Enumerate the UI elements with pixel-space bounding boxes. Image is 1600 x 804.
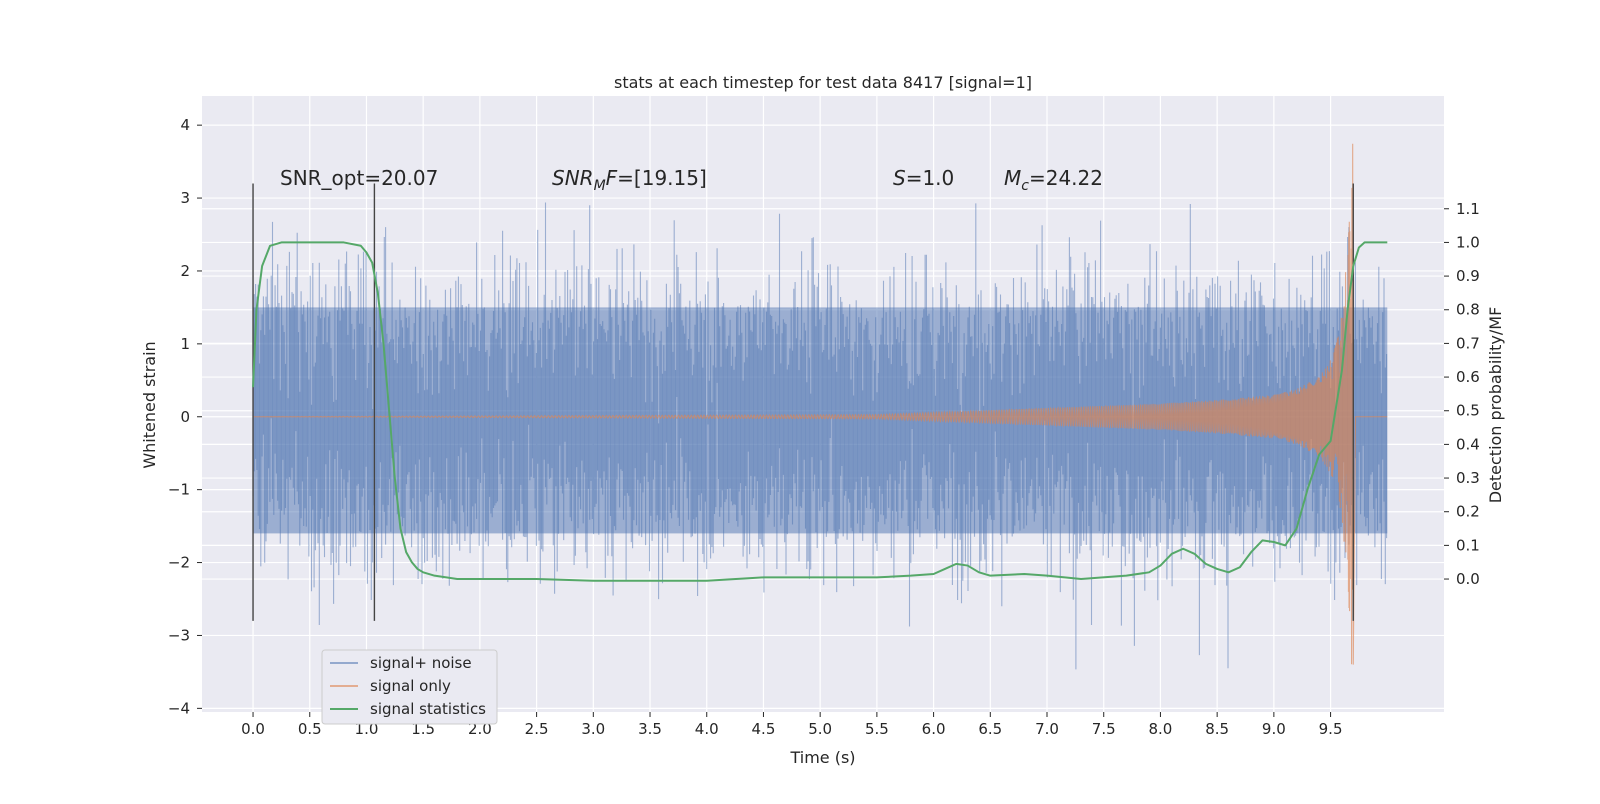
y-tick-label: 3 <box>180 189 190 207</box>
legend-label-signal-only: signal only <box>370 677 451 695</box>
x-tick-label: 0.0 <box>241 720 265 738</box>
y2-tick-label: 0.9 <box>1456 267 1480 285</box>
y2-tick-label: 1.1 <box>1456 200 1480 218</box>
x-tick-label: 3.5 <box>638 720 662 738</box>
annotation-mc: Mc=24.22 <box>1004 166 1103 194</box>
x-tick-label: 7.5 <box>1092 720 1116 738</box>
y-tick-label: −1 <box>168 481 190 499</box>
axes: 0.0 0.5 1.0 1.5 2.0 2.5 3.0 3.5 4.0 4.5 5.0 5.5 6.0 6… <box>168 116 1480 738</box>
x-tick-label: 0.5 <box>298 720 322 738</box>
signal-only-trace <box>253 143 1388 665</box>
y2-tick-label: 0.4 <box>1456 435 1480 453</box>
series-signal-only <box>253 143 1388 665</box>
y2-tick-label: 0.6 <box>1456 368 1480 386</box>
legend-label-signal-statistics: signal statistics <box>370 700 486 718</box>
x-tick-label: 3.0 <box>581 720 605 738</box>
y-tick-label: 2 <box>180 262 190 280</box>
annotation-snr-mf: SNRMF=[19.15] <box>552 166 707 194</box>
y-tick-label: 4 <box>180 116 190 134</box>
annotation-s: S=1.0 <box>893 166 954 190</box>
x-tick-label: 7.0 <box>1035 720 1059 738</box>
signal-statistics-line <box>252 241 1388 582</box>
x-tick-label: 6.0 <box>922 720 946 738</box>
x-tick-label: 8.0 <box>1149 720 1173 738</box>
legend: signal+ noise signal only signal statist… <box>321 649 498 725</box>
y-tick-label: −2 <box>168 554 190 572</box>
x-tick-label: 4.0 <box>695 720 719 738</box>
y2-tick-label: 1.0 <box>1456 233 1480 251</box>
y2-tick-label: 0.5 <box>1456 402 1480 420</box>
x-tick-label: 4.5 <box>752 720 776 738</box>
annotation-snr-opt: SNR_opt=20.07 <box>280 166 438 190</box>
x-axis-label: Time (s) <box>789 748 855 767</box>
y2-tick-label: 0.3 <box>1456 469 1480 487</box>
y-tick-label: −4 <box>168 699 190 717</box>
y2-axis-label: Detection probability/MF <box>1486 307 1505 504</box>
y2-tick-label: 0.2 <box>1456 503 1480 521</box>
legend-box <box>321 649 498 725</box>
series-signal-statistics <box>252 241 1388 582</box>
legend-label-signal-noise: signal+ noise <box>370 654 472 672</box>
x-tick-label: 2.5 <box>525 720 549 738</box>
x-tick-label: 9.0 <box>1262 720 1286 738</box>
vertical-markers <box>252 183 1354 621</box>
y2-tick-label: 0.8 <box>1456 301 1480 319</box>
x-tick-label: 5.5 <box>865 720 889 738</box>
x-tick-label: 5.0 <box>808 720 832 738</box>
y-tick-label: 0 <box>180 408 190 426</box>
x-tick-label: 6.5 <box>978 720 1002 738</box>
y2-tick-label: 0.7 <box>1456 334 1480 352</box>
y-axis-label: Whitened strain <box>140 341 159 468</box>
y2-tick-label: 0.0 <box>1456 570 1480 588</box>
y2-tick-label: 0.1 <box>1456 536 1480 554</box>
x-tick-label: 9.5 <box>1319 720 1343 738</box>
x-tick-label: 8.5 <box>1205 720 1229 738</box>
y-tick-label: −3 <box>168 626 190 644</box>
chart-title: stats at each timestep for test data 841… <box>614 73 1032 92</box>
y-tick-label: 1 <box>180 335 190 353</box>
